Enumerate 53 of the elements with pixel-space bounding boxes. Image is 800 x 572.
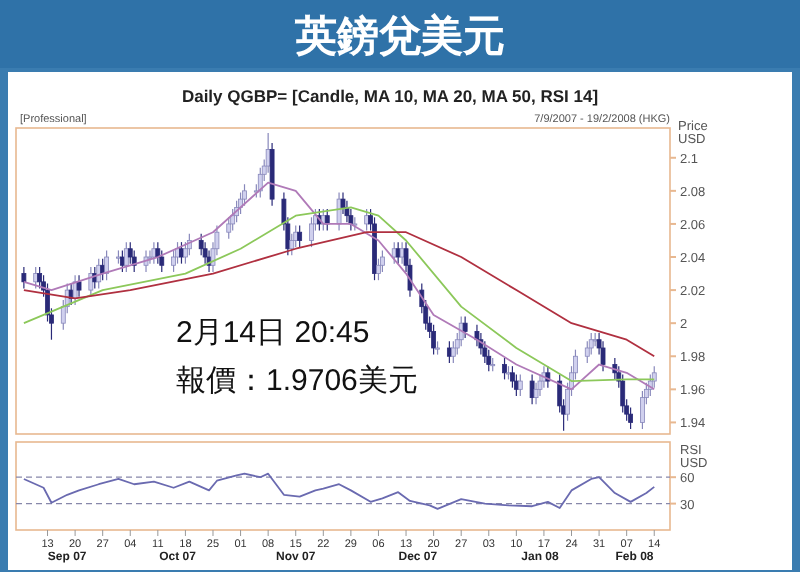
chart-title: 英鎊兌美元 [293, 12, 505, 60]
line-series [22, 472, 656, 510]
candlestick [502, 357, 507, 381]
candlestick [399, 241, 405, 265]
candlestick [226, 216, 232, 240]
candlestick [179, 241, 184, 265]
candlestick [517, 373, 523, 397]
candlestick [537, 373, 543, 397]
candlestick [446, 340, 452, 364]
candlestick [482, 340, 488, 364]
candlestick [450, 340, 456, 364]
candlestick [529, 373, 535, 405]
candlestick [364, 208, 370, 232]
candlestick [376, 258, 381, 281]
annotation: 報價：1.9706美元 [176, 364, 418, 398]
candlestick [297, 224, 303, 248]
candlestick [147, 249, 153, 265]
candlestick [127, 241, 133, 265]
candlestick [592, 332, 598, 347]
chart-subtitle: Daily QGBP= [Candle, MA 10, MA 20, MA 50, RSI 14] [181, 86, 599, 106]
candlestick [155, 241, 161, 265]
candlestick [340, 191, 346, 215]
candlestick [324, 208, 330, 232]
candlestick [37, 266, 43, 290]
candlestick [510, 365, 515, 389]
candlestick [380, 249, 385, 273]
candlestick [462, 315, 468, 339]
candlestick [600, 340, 606, 372]
candlestick [620, 373, 626, 414]
candlestick [628, 406, 633, 430]
candlestick [183, 241, 188, 265]
candlestick [198, 233, 204, 256]
candlestick [588, 332, 594, 356]
line-series [22, 231, 656, 358]
candlestick [289, 233, 295, 256]
candlestick [104, 249, 110, 281]
candlestick [309, 216, 314, 248]
candlestick [159, 249, 165, 273]
candlestick [584, 340, 590, 364]
candlestick [230, 208, 236, 232]
candlestick [533, 382, 539, 405]
candlestick [202, 241, 208, 265]
candlestick [640, 390, 645, 430]
candlestick [123, 241, 129, 273]
candlestick [21, 266, 27, 290]
candlestick [242, 183, 247, 207]
candlestick [651, 365, 657, 389]
candlestick [336, 191, 342, 232]
candlestick [76, 274, 82, 298]
candlestick [474, 324, 480, 347]
candlestick [171, 249, 176, 273]
annotation: 2月14日 20:45 [176, 316, 370, 350]
candlestick [513, 373, 519, 397]
